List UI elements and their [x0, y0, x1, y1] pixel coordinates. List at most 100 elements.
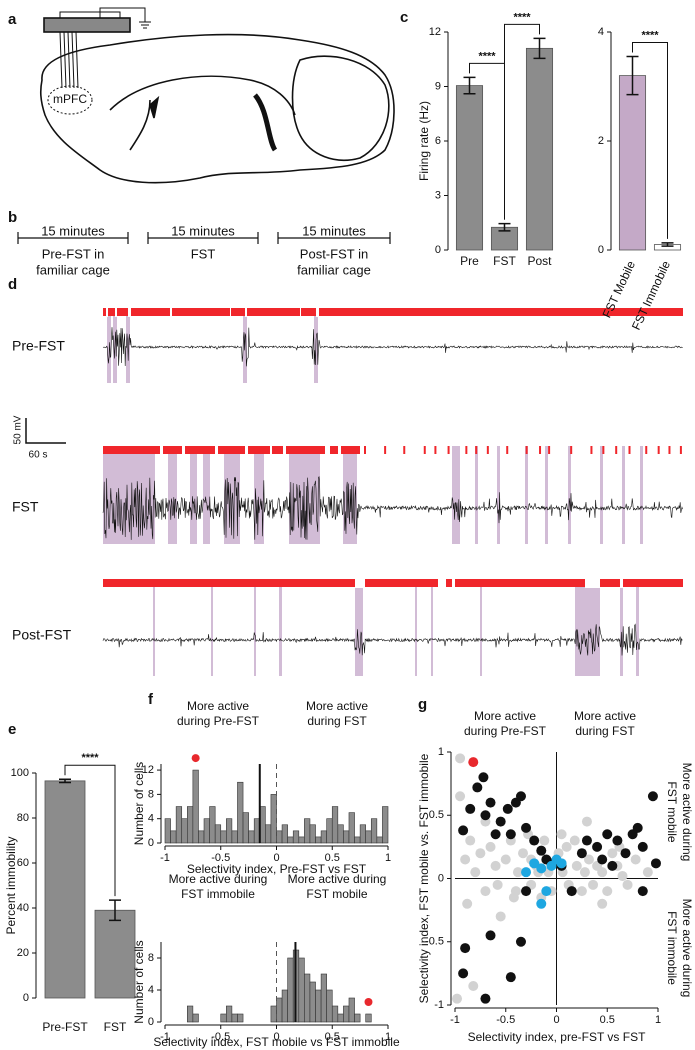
- scatter-point: [597, 854, 608, 865]
- scatter-point: [569, 835, 580, 846]
- histogram-bar: [226, 1005, 233, 1023]
- x-axis-label: Selectivity index, FST mobile vs FST imm…: [153, 1035, 400, 1049]
- histogram-bar: [226, 818, 233, 844]
- x-tick-label: 0.5: [325, 1031, 340, 1043]
- histogram-bar: [220, 1013, 227, 1023]
- scatter-point: [505, 829, 516, 840]
- activity-tick: [615, 446, 618, 454]
- x-tick-label: 1: [655, 1014, 661, 1026]
- bar: [94, 909, 136, 999]
- error-bar: [533, 37, 546, 60]
- activity-tick: [434, 446, 437, 454]
- duration-label: 15 minutes: [41, 223, 105, 238]
- histogram-bar: [320, 830, 327, 844]
- histogram-bar: [309, 824, 316, 844]
- annotation: More active: [306, 699, 368, 713]
- scatter-point: [460, 854, 471, 865]
- scatter-point: [571, 860, 582, 871]
- x-tick-label: 1: [385, 852, 391, 864]
- activity-bar: [103, 446, 360, 454]
- x-tick-label: 0.5: [325, 852, 340, 864]
- activity-tick: [525, 446, 528, 454]
- scatter-point: [588, 879, 599, 890]
- x-tick-label: -0.5: [211, 1031, 230, 1043]
- behavior-epoch: [545, 446, 548, 544]
- histogram-bar: [203, 818, 210, 844]
- activity-tick: [548, 446, 551, 454]
- histogram-bar: [214, 824, 222, 844]
- scatter-point: [485, 930, 496, 941]
- x-tick-label: 0: [273, 852, 279, 864]
- scatter-point: [475, 848, 486, 859]
- y-tick-label: 0: [148, 1016, 154, 1028]
- scatter-point: [536, 845, 547, 856]
- y-tick-label: 2: [598, 135, 604, 147]
- behavior-epoch: [107, 308, 111, 383]
- scatter-point: [490, 829, 501, 840]
- y-tick-label: -1: [434, 999, 444, 1011]
- y-tick-label: 0: [148, 837, 154, 849]
- error-bar: [59, 778, 71, 784]
- y-tick-label: 4: [598, 26, 604, 38]
- histogram-bar: [287, 836, 294, 844]
- x-tick-label: Pre-FST: [42, 1020, 88, 1034]
- x-tick-label: 0: [553, 1014, 559, 1026]
- scatter-point: [521, 867, 532, 878]
- histogram-bar: [170, 830, 177, 844]
- scatter-point: [480, 810, 491, 821]
- significance-label: ****: [478, 50, 496, 62]
- scatter-point: [452, 993, 463, 1004]
- scatter-point: [480, 886, 491, 897]
- behavior-epoch: [153, 579, 155, 676]
- trace-label: Pre-FST: [12, 338, 65, 354]
- activity-gap: [325, 445, 330, 455]
- scatter-point: [521, 822, 532, 833]
- scatter-point: [642, 867, 653, 878]
- activity-gap: [270, 445, 272, 455]
- ventricle: [149, 95, 160, 119]
- scatter-point: [539, 835, 550, 846]
- y-tick-label: 80: [17, 812, 29, 824]
- scatter-point: [602, 886, 613, 897]
- highlight-dot: [364, 998, 373, 1006]
- activity-gap: [106, 307, 108, 317]
- behavior-epoch: [168, 446, 177, 544]
- histogram-bar: [265, 824, 272, 844]
- annotation: More active during: [288, 872, 387, 886]
- histogram-bar: [354, 1013, 361, 1023]
- y-tick-label: 0: [598, 244, 604, 256]
- activity-gap: [438, 578, 446, 588]
- activity-tick: [668, 446, 671, 454]
- scatter-point: [602, 829, 613, 840]
- activity-gap: [283, 445, 286, 455]
- error-bar: [109, 899, 121, 922]
- histogram-bar: [315, 836, 322, 844]
- activity-tick: [447, 446, 450, 454]
- histogram-bar: [281, 824, 288, 844]
- activity-gap: [182, 445, 185, 455]
- scatter-point: [521, 886, 532, 897]
- behavior-epoch: [203, 446, 210, 544]
- y-tick-label: 20: [17, 947, 29, 959]
- panel-label: e: [8, 721, 16, 738]
- behavior-epoch: [622, 446, 625, 544]
- y-axis-label: Percent immobility: [4, 836, 18, 934]
- behavior-epoch: [355, 579, 363, 676]
- significance-label: ****: [641, 29, 659, 41]
- histogram-bar: [298, 957, 305, 1023]
- scatter-point: [612, 835, 623, 846]
- activity-bar: [103, 308, 683, 316]
- scatter-point: [536, 898, 547, 909]
- behavior-epoch: [452, 446, 460, 544]
- y-tick-label: 4: [148, 813, 154, 825]
- scatter-point: [529, 858, 540, 869]
- region-label: mPFC: [53, 92, 87, 106]
- activity-gap: [115, 307, 117, 317]
- mpfc-region: [47, 85, 93, 115]
- y-tick-label: 8: [148, 788, 154, 800]
- y-axis-label: Firing rate (Hz): [417, 101, 431, 181]
- scatter-point: [518, 848, 529, 859]
- scatter-point: [632, 822, 643, 833]
- scatter-point: [597, 898, 608, 909]
